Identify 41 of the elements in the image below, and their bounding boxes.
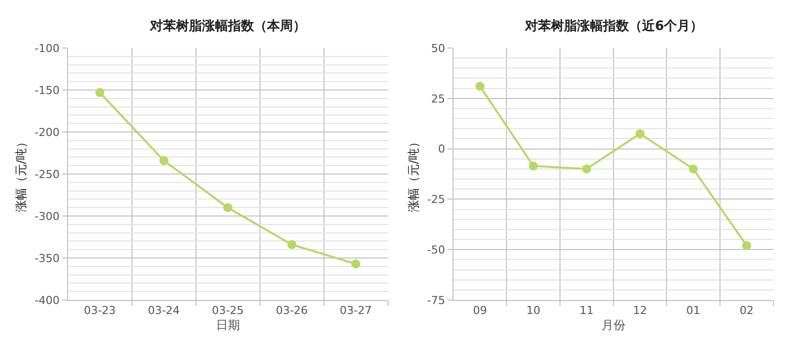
y-tick-label: -150 [34, 84, 60, 97]
chart-title: 对苯树脂涨幅指数（本周） [149, 19, 306, 34]
y-tick-label: -200 [34, 126, 60, 139]
y-tick-label: -250 [34, 168, 60, 181]
x-axis-title: 日期 [216, 318, 240, 332]
x-tick-label: 02 [740, 304, 754, 318]
point [351, 259, 360, 268]
chart-title: 对苯树脂涨幅指数（近6个月） [524, 18, 704, 34]
point [688, 164, 698, 174]
point [287, 240, 296, 250]
x-tick-label: 11 [580, 304, 594, 318]
y-axis-title: 涨幅（元/吨） [406, 136, 420, 212]
x-tick-label: 03-25 [212, 304, 244, 318]
y-tick-label: -350 [34, 252, 60, 265]
x-tick-label: 01 [686, 304, 700, 318]
y-tick-label: -400 [34, 294, 60, 307]
y-tick-label: -75 [427, 294, 446, 307]
x-tick-label: 09 [472, 304, 487, 318]
point [635, 129, 644, 138]
x-tick-label: 03-27 [340, 304, 372, 318]
x-tick-label: 12 [632, 304, 647, 318]
x-tick-label: 10 [526, 304, 540, 318]
x-tick-label: 03-26 [276, 304, 308, 318]
point [223, 203, 232, 212]
y-tick-label: -25 [427, 193, 446, 206]
x-tick-label: 03-24 [148, 304, 180, 318]
y-tick-label: 0 [438, 142, 446, 156]
point [582, 164, 592, 174]
y-tick-label: -50 [427, 243, 446, 256]
point [528, 161, 538, 170]
point [475, 82, 484, 91]
y-tick-label: -300 [34, 210, 60, 223]
point [159, 156, 168, 166]
y-tick-label: 50 [431, 42, 446, 55]
point [95, 88, 104, 98]
x-tick-label: 03-23 [84, 304, 116, 318]
point [742, 241, 752, 250]
y-axis-title: 涨幅（元/吨） [14, 136, 28, 212]
y-tick-label: 25 [431, 92, 446, 106]
x-axis-title: 月份 [601, 318, 626, 332]
y-tick-label: -100 [34, 42, 60, 55]
